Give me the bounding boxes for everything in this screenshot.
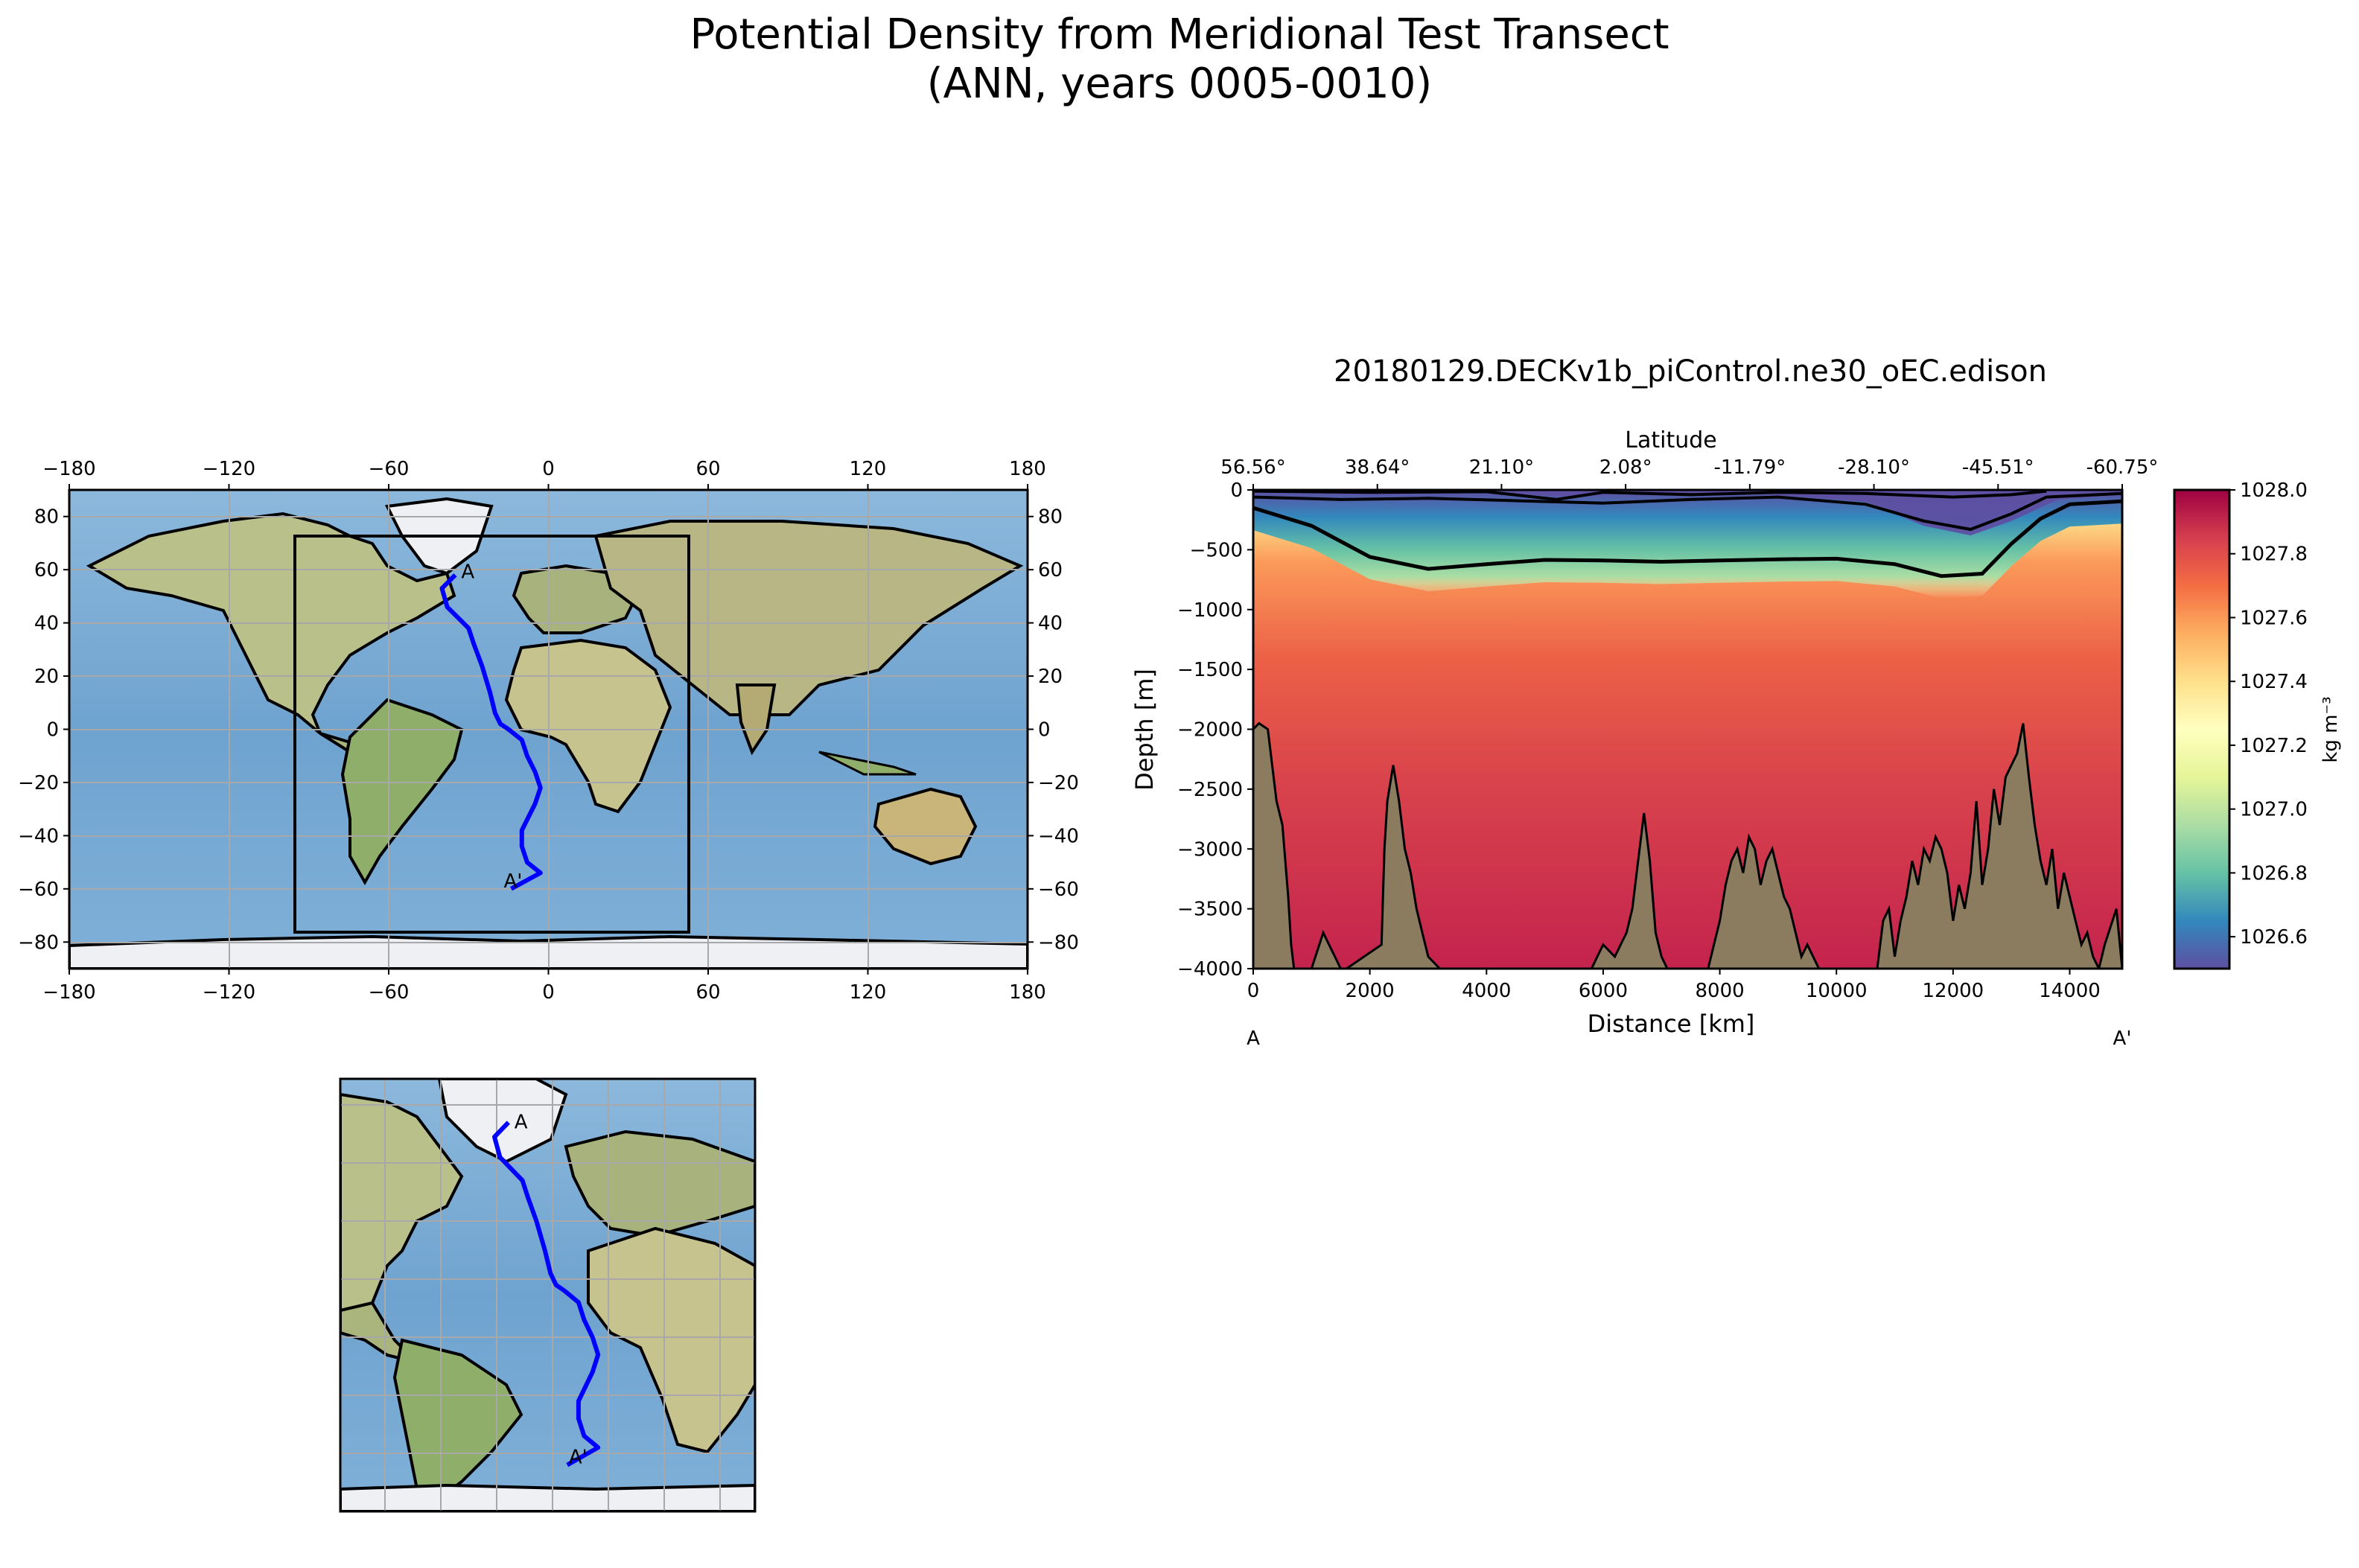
section-lat-tick-label: 56.56°: [1220, 456, 1285, 479]
global-map-ytick-label-right: −80: [1038, 931, 1079, 954]
section-xtick-label: 8000: [1695, 980, 1744, 1002]
global-map-xtick-label-bottom: 120: [850, 981, 887, 1004]
section-xtick-label: 2000: [1346, 980, 1395, 1002]
section-top-xlabel: Latitude: [1625, 427, 1716, 453]
global-map-ytick-label-left: −20: [18, 772, 59, 794]
zoom-map-end-label: A': [569, 1447, 588, 1469]
global-map-ytick-label-left: 60: [34, 559, 59, 581]
global-map-ytick-label-right: −20: [1038, 772, 1079, 794]
global-map-ytick-label-right: 60: [1038, 559, 1063, 581]
colorbar-tick-label: 1027.8: [2240, 544, 2308, 566]
section-lat-tick-label: 38.64°: [1345, 456, 1410, 479]
figure-subtitle: (ANN, years 0005-0010): [926, 60, 1433, 108]
colorbar-ticks: 1028.0 1027.8 1027.6 1027.4 1027.2 1027.0 1026…: [2229, 479, 2308, 949]
zoom-map: A A': [339, 1077, 757, 1513]
global-map-ytick-label-right: 40: [1038, 613, 1063, 635]
colorbar-label: kg m⁻³: [2320, 696, 2342, 762]
section-ylabel: Depth [m]: [1130, 669, 1159, 791]
global-map: A A' −180 −180 −120 −120 −60 −60 0 0 60 60 120 120 1…: [18, 458, 1079, 1004]
colorbar-tick-label: 1027.2: [2240, 735, 2308, 757]
zoom-map-transect-line: [492, 1121, 601, 1467]
colorbar-tick-label: 1027.4: [2240, 671, 2308, 693]
section-ytick-label: −4000: [1177, 958, 1243, 981]
section-ytick-label: −1500: [1177, 659, 1243, 681]
colorbar-tick-label: 1026.8: [2240, 862, 2308, 885]
section-end-label: A': [2113, 1027, 2132, 1050]
section-title: 20180129.DECKv1b_piControl.ne30_oEC.edis…: [1334, 354, 2047, 389]
section-lat-tick-label: -45.51°: [1962, 456, 2034, 479]
global-map-ticks: −180 −180 −120 −120 −60 −60 0 0 60 60 120 120 180 180…: [18, 458, 1079, 1004]
global-map-xtick-label-bottom: −180: [42, 981, 95, 1004]
zoom-map-frame: [339, 1077, 757, 1513]
global-map-ytick-label-left: 0: [46, 719, 59, 742]
section-contour-shallow: [1253, 491, 2122, 532]
global-map-ytick-label-right: −40: [1038, 825, 1079, 847]
zoom-map-start-label: A: [515, 1111, 528, 1133]
section-ticks: 0 2000 4000 6000 8000 10000 12000 14000 0 −500 −10…: [1177, 456, 2158, 1002]
global-map-xtick-label-top: 180: [1009, 458, 1046, 480]
global-map-inset-box: [293, 535, 690, 934]
global-map-xtick-label-bottom: 0: [542, 981, 555, 1004]
section-lat-tick-label: -11.79°: [1713, 456, 1786, 479]
global-map-start-label: A: [461, 561, 474, 583]
global-map-xtick-label-bottom: −120: [203, 981, 255, 1004]
colorbar-tick-label: 1027.6: [2240, 607, 2308, 629]
global-map-xtick-label-top: 60: [695, 458, 720, 480]
section-ytick-label: −2000: [1177, 719, 1243, 742]
global-map-xtick-label-bottom: 60: [695, 981, 720, 1004]
global-map-ytick-label-left: 80: [34, 506, 59, 529]
global-map-end-label: A': [503, 870, 522, 893]
global-map-ytick-label-right: 80: [1038, 506, 1063, 529]
transect-section: 20180129.DECKv1b_piControl.ne30_oEC.edis…: [1130, 354, 2342, 1050]
section-light-water: [1253, 490, 2122, 536]
figure-title: Potential Density from Meridional Test T…: [690, 10, 1669, 59]
global-map-xtick-label-top: 120: [850, 458, 887, 480]
global-map-xtick-label-top: 0: [542, 458, 555, 480]
global-map-xtick-label-bottom: 180: [1009, 981, 1046, 1004]
zoom-map-grid: [340, 1079, 755, 1511]
section-contour-surface: [1253, 490, 2047, 501]
section-lat-tick-label: 2.08°: [1599, 456, 1652, 479]
section-lat-tick-label: 21.10°: [1469, 456, 1534, 479]
section-ytick-label: −2500: [1177, 779, 1243, 801]
global-map-ytick-label-left: 20: [34, 666, 59, 688]
global-map-xtick-label-top: −60: [369, 458, 410, 480]
section-start-label: A: [1247, 1027, 1260, 1050]
section-xtick-label: 0: [1247, 980, 1260, 1002]
global-map-ytick-label-right: 0: [1038, 719, 1051, 742]
section-lat-tick-label: -60.75°: [2086, 456, 2159, 479]
global-map-transect-line: [439, 573, 543, 891]
section-xtick-label: 10000: [1806, 980, 1868, 1002]
section-contour-main: [1253, 499, 2122, 579]
section-ytick-label: −3000: [1177, 838, 1243, 861]
section-ytick-label: −3500: [1177, 899, 1243, 921]
colorbar-tick-label: 1026.6: [2240, 926, 2308, 949]
global-map-xtick-label-top: −120: [203, 458, 255, 480]
section-ytick-label: −1000: [1177, 599, 1243, 622]
section-ytick-label: 0: [1230, 479, 1243, 502]
colorbar-tick-label: 1028.0: [2240, 479, 2308, 502]
section-bathymetry: [1253, 721, 2122, 969]
section-xtick-label: 14000: [2039, 980, 2101, 1002]
global-map-xtick-label-bottom: −60: [369, 981, 410, 1004]
section-xtick-label: 6000: [1579, 980, 1628, 1002]
colorbar-tick-label: 1027.0: [2240, 799, 2308, 821]
section-xtick-label: 4000: [1462, 980, 1511, 1002]
global-map-ytick-label-right: 20: [1038, 666, 1063, 688]
section-xlabel: Distance [km]: [1588, 1010, 1755, 1038]
global-map-ytick-label-left: 40: [34, 613, 59, 635]
colorbar: [2173, 488, 2231, 970]
section-xtick-label: 12000: [1923, 980, 1984, 1002]
section-ytick-label: −500: [1190, 539, 1243, 561]
global-map-ytick-label-left: −60: [18, 879, 59, 901]
section-lat-tick-label: -28.10°: [1838, 456, 1910, 479]
global-map-xtick-label-top: −180: [42, 458, 95, 480]
global-map-ytick-label-right: −60: [1038, 879, 1079, 901]
global-map-ytick-label-left: −40: [18, 825, 59, 847]
global-map-grid: [69, 490, 1028, 969]
global-map-ytick-label-left: −80: [18, 931, 59, 954]
